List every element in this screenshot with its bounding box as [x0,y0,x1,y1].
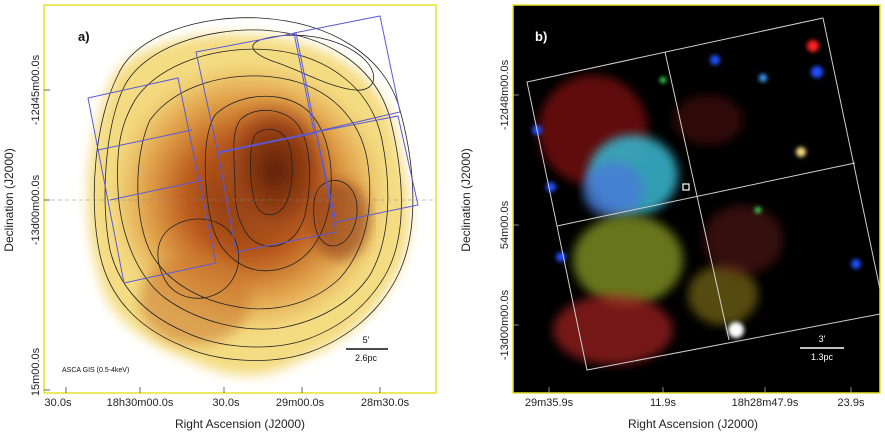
ytick-a-2: 15m00.0s [30,347,42,396]
field-grid [526,17,880,371]
xlabel-a: Right Ascension (J2000) [175,417,305,431]
dim-red-emission-ne [673,95,743,145]
red-emission-south [553,295,673,365]
ylabel-b: Declination (J2000) [459,148,473,251]
figure-panel-a: a) ASCA GIS (0.5-4keV) 5' 2.6pc -12d45m0… [0,0,442,436]
xtick-a-2: 30.0s [213,397,240,409]
point-sources [532,40,861,338]
blue-emission [583,162,643,218]
panel-a-image: a) ASCA GIS (0.5-4keV) 5' 2.6pc -12d45m0… [2,4,437,431]
scale-physical-b: 1.3pc [811,352,834,362]
xtick-b-0: 29m35.9s [525,397,574,409]
panel-b-image: b) 3' 1.3pc -12d48m00.0s 54m00.0s -13d00… [459,4,881,431]
xtick-a-4: 28m30.0s [361,397,410,409]
ytick-b-0: -12d48m00.0s [499,59,511,130]
emission-core [215,95,335,245]
panel-a-label: a) [78,29,90,44]
xtick-a-0: 30.0s [45,397,72,409]
ytick-a-1: -13d00m00.0s [30,174,42,245]
instrument-label: ASCA GIS (0.5-4keV) [62,367,129,374]
xlabel-b: Right Ascension (J2000) [628,417,758,431]
xtick-b-3: 23.9s [838,397,865,409]
dim-red-emission [703,205,783,275]
xtick-b-1: 11.9s [650,397,677,409]
olive-emission-se [688,265,758,325]
scale-physical: 2.6pc [355,353,378,363]
panel-a-ticks [44,89,381,393]
xtick-a-1: 18h30m00.0s [107,397,174,409]
panel-b-ticks [513,94,852,393]
ytick-b-2: -13d00m00.0s [499,289,511,360]
contours [93,17,414,361]
xtick-b-2: 18h28m47.9s [732,397,799,409]
emission-east [310,180,370,260]
ylabel-a: Declination (J2000) [2,148,16,251]
yellow-green-emission [573,215,683,305]
panel-b-label: b) [535,29,547,44]
ytick-b-1: 54m00.0s [499,200,511,249]
figure-panel-b: b) 3' 1.3pc -12d48m00.0s 54m00.0s -13d00… [443,0,885,436]
marker-square [682,183,690,191]
emission-south [140,255,250,345]
xtick-a-3: 29m00.0s [276,397,325,409]
field-boxes [87,15,419,284]
scale-angle-b: 3' [819,334,826,344]
ytick-a-0: -12d45m00.0s [30,54,42,125]
scale-angle: 5' [363,335,370,345]
